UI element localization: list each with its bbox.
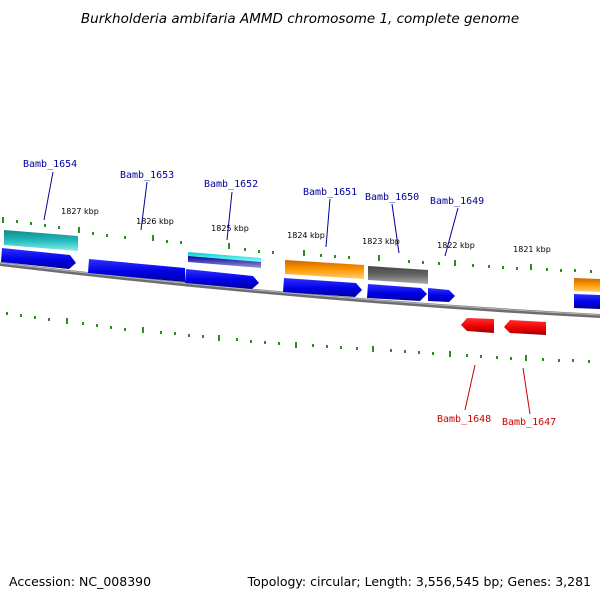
cds-arrow-reverse[interactable] bbox=[461, 318, 494, 333]
cog-feature-navy bbox=[188, 256, 261, 268]
gene-label-bamb-1650[interactable]: Bamb_1650 bbox=[365, 192, 419, 203]
kbp-label: 1821 kbp bbox=[513, 245, 551, 254]
cds-arrow-reverse[interactable] bbox=[504, 320, 546, 335]
kbp-label: 1827 kbp bbox=[61, 207, 99, 216]
kbp-label: 1822 kbp bbox=[437, 241, 475, 250]
cds-arrow[interactable] bbox=[1, 248, 76, 269]
cds-arrow[interactable] bbox=[428, 288, 455, 302]
gene-label-bamb-1647[interactable]: Bamb_1647 bbox=[502, 417, 556, 428]
kbp-label: 1823 kbp bbox=[362, 237, 400, 246]
forward-gene-labels: Bamb_1654 Bamb_1653 Bamb_1652 Bamb_1651 … bbox=[23, 159, 484, 207]
gene-label-bamb-1652[interactable]: Bamb_1652 bbox=[204, 179, 258, 190]
cds-arrow[interactable] bbox=[367, 284, 427, 301]
map-title: Burkholderia ambifaria AMMD chromosome 1… bbox=[81, 11, 519, 27]
kbp-label: 1824 kbp bbox=[287, 231, 325, 240]
reverse-label-leaders bbox=[464, 364, 531, 415]
kbp-ruler-labels: 1827 kbp 1826 kbp 1825 kbp 1824 kbp 1823… bbox=[61, 207, 551, 254]
cds-arrow[interactable] bbox=[574, 294, 600, 309]
cog-feature-cyan bbox=[188, 252, 261, 262]
kbp-label: 1826 kbp bbox=[136, 217, 174, 226]
reverse-gene-labels: Bamb_1648 Bamb_1647 bbox=[437, 414, 556, 428]
forward-tick-ring bbox=[2, 217, 592, 273]
cds-arrow[interactable] bbox=[88, 259, 185, 282]
genome-backbone-highlight bbox=[0, 262, 600, 316]
gene-label-bamb-1648[interactable]: Bamb_1648 bbox=[437, 414, 491, 425]
genome-summary-text: Topology: circular; Length: 3,556,545 bp… bbox=[247, 574, 591, 589]
cog-feature-track bbox=[4, 230, 600, 292]
gene-label-bamb-1649[interactable]: Bamb_1649 bbox=[430, 196, 484, 207]
cds-arrow[interactable] bbox=[185, 269, 259, 289]
gene-label-bamb-1653[interactable]: Bamb_1653 bbox=[120, 170, 174, 181]
forward-label-leaders bbox=[43, 171, 459, 257]
cog-feature-teal bbox=[4, 230, 78, 251]
cog-feature-gray bbox=[368, 266, 428, 284]
cog-feature-orange bbox=[574, 278, 600, 292]
gene-label-bamb-1651[interactable]: Bamb_1651 bbox=[303, 187, 357, 198]
reverse-cds-track bbox=[461, 318, 546, 335]
cog-feature-orange bbox=[285, 260, 364, 279]
genome-backbone bbox=[0, 262, 600, 318]
reverse-tick-ring bbox=[6, 312, 590, 363]
kbp-label: 1825 kbp bbox=[211, 224, 249, 233]
gene-label-bamb-1654[interactable]: Bamb_1654 bbox=[23, 159, 77, 170]
cds-arrow[interactable] bbox=[283, 278, 362, 297]
forward-cds-track bbox=[1, 248, 600, 309]
accession-text: Accession: NC_008390 bbox=[9, 574, 151, 589]
